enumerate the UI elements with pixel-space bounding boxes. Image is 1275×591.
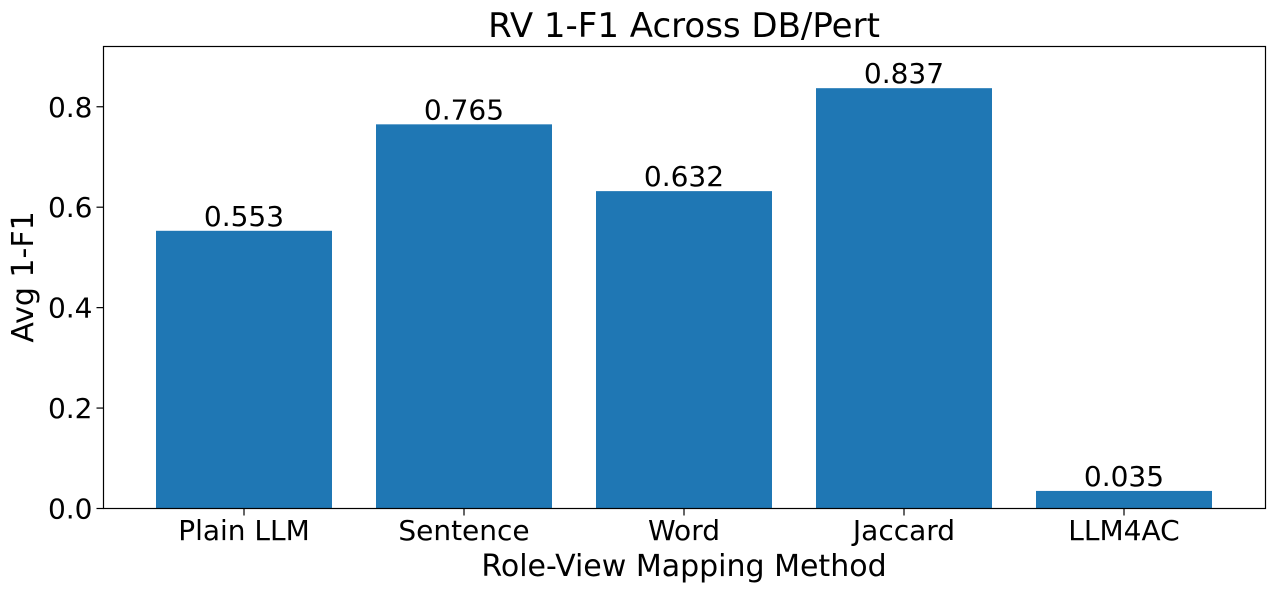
y-tick-label: 0.2 [48,392,93,425]
x-tick-label-llm4ac: LLM4AC [1068,514,1179,547]
y-tick-label: 0.4 [48,292,93,325]
bar-value-label-llm4ac: 0.035 [1084,460,1164,493]
y-tick-label: 0.0 [48,493,93,526]
bar-value-label-plain-llm: 0.553 [204,200,284,233]
bar-value-label-jaccard: 0.837 [864,57,944,90]
y-tick-label: 0.8 [48,91,93,124]
bar-jaccard [816,88,992,509]
bar-sentence [376,124,552,509]
y-axis: 0.0 0.2 0.4 0.6 0.8 [48,91,104,526]
chart-title: RV 1-F1 Across DB/Pert [488,6,880,46]
x-axis-label: Role-View Mapping Method [481,549,886,584]
bar-value-labels: 0.553 0.765 0.632 0.837 0.035 [204,57,1164,493]
y-tick-label: 0.6 [48,191,93,224]
bar-llm4ac [1036,490,1212,509]
bars-group [156,88,1212,509]
x-tick-label-word: Word [648,514,720,547]
bar-word [596,191,772,509]
x-tick-label-sentence: Sentence [398,514,529,547]
bar-plain-llm [156,230,332,509]
x-tick-label-jaccard: Jaccard [851,514,955,547]
x-axis: Plain LLM Sentence Word Jaccard LLM4AC [178,508,1180,547]
bar-value-label-sentence: 0.765 [424,93,504,126]
x-tick-label-plain-llm: Plain LLM [178,514,310,547]
y-axis-label: Avg 1-F1 [6,211,41,342]
bar-value-label-word: 0.632 [644,160,724,193]
